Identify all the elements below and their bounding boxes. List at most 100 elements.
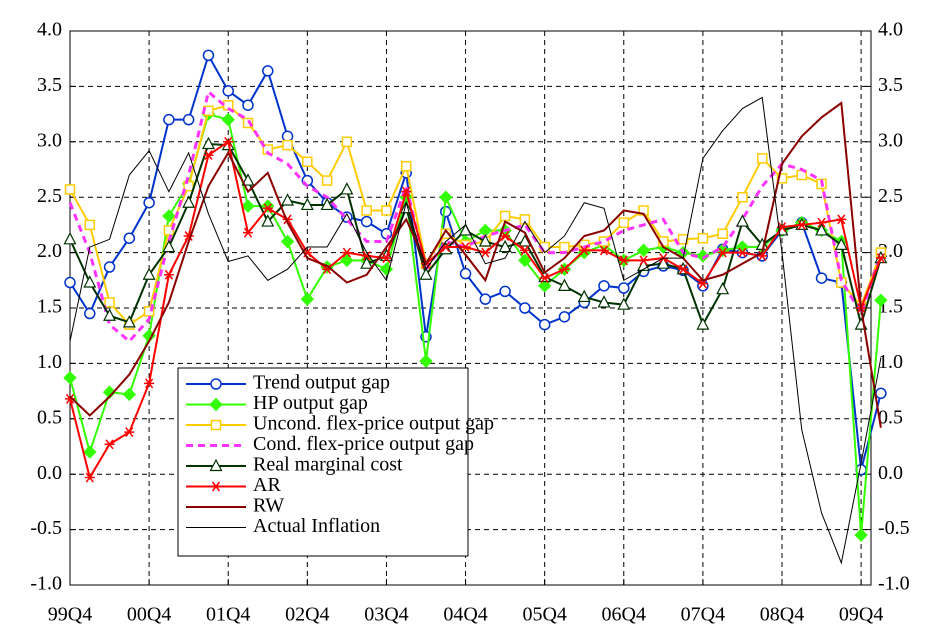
point [144,378,155,389]
x-tick-label: 06Q4 [602,604,646,626]
point [834,237,848,250]
point [599,245,609,256]
point [104,297,115,308]
series [68,89,883,344]
point [282,139,293,151]
point [341,136,353,148]
point [221,112,235,127]
point [854,528,868,542]
point [222,85,234,97]
point [716,281,730,295]
point [597,295,611,308]
point [519,245,530,256]
point [559,264,570,275]
point [241,173,255,186]
point [360,215,373,228]
point [401,186,412,197]
point [874,293,888,307]
y-tick-label: 2.0 [37,240,62,262]
y-tick-label: 2.5 [37,185,62,207]
line [69,101,882,428]
legend-label: Actual Inflation [253,515,380,537]
point [103,308,117,321]
point [84,219,96,231]
point [735,214,749,227]
point [280,234,295,249]
legend-marker [211,481,221,492]
y2-tick-label: 2.5 [878,185,903,207]
point [618,255,629,266]
point [300,197,314,211]
series [69,96,882,565]
y2-tick-label: 3.0 [878,129,903,151]
point [183,180,194,192]
plot-frame [69,30,872,586]
point [381,253,392,264]
x-tick-label: 08Q4 [760,604,804,626]
point [202,49,215,62]
legend-label: Uncond. flex-price output gap [253,413,494,435]
point [379,262,394,276]
point [875,387,887,400]
point [163,113,175,126]
point [320,197,334,211]
point [480,247,491,258]
y-tick-label: 1.0 [37,351,62,373]
point [241,199,255,213]
point [538,318,551,331]
point [519,302,531,314]
y-tick-label: -0.5 [30,517,62,539]
point [776,173,788,184]
legend-label: Real marginal cost [253,454,403,476]
point [678,264,689,275]
point [479,293,492,305]
point [796,219,807,230]
point [361,205,372,216]
point [400,160,412,172]
point [498,239,512,253]
y-tick-label: 0.0 [37,462,62,484]
point [500,231,511,241]
point [717,228,728,240]
x-tick-label: 00Q4 [127,604,171,626]
point [83,275,97,288]
point [439,190,453,204]
point [341,247,352,258]
point [717,247,728,258]
point [242,117,254,129]
x-tick-label: 99Q4 [48,604,92,626]
point [360,256,374,269]
legend-label: HP output gap [253,392,368,414]
point [261,199,275,213]
point [143,306,155,317]
point [201,136,215,150]
point [83,445,97,459]
y-tick-label: 3.0 [37,129,62,151]
point [102,385,117,399]
legend-marker [209,458,223,472]
point [460,242,471,253]
point [656,256,670,269]
y-tick-label: 1.5 [37,296,62,318]
point [756,153,768,164]
point [459,267,472,280]
point [84,307,96,320]
point [340,182,354,195]
line [69,96,882,565]
point [399,200,413,214]
point [499,210,511,222]
point [419,354,433,368]
point [162,209,176,223]
point [163,269,174,280]
point [123,232,136,244]
point [321,175,333,186]
point [84,472,95,483]
point [696,249,710,263]
point [598,280,610,292]
point [715,243,730,258]
legend-label: AR [253,474,281,496]
legend-label: Cond. flex-price output gap [253,433,474,455]
x-tick-label: 05Q4 [522,604,566,626]
